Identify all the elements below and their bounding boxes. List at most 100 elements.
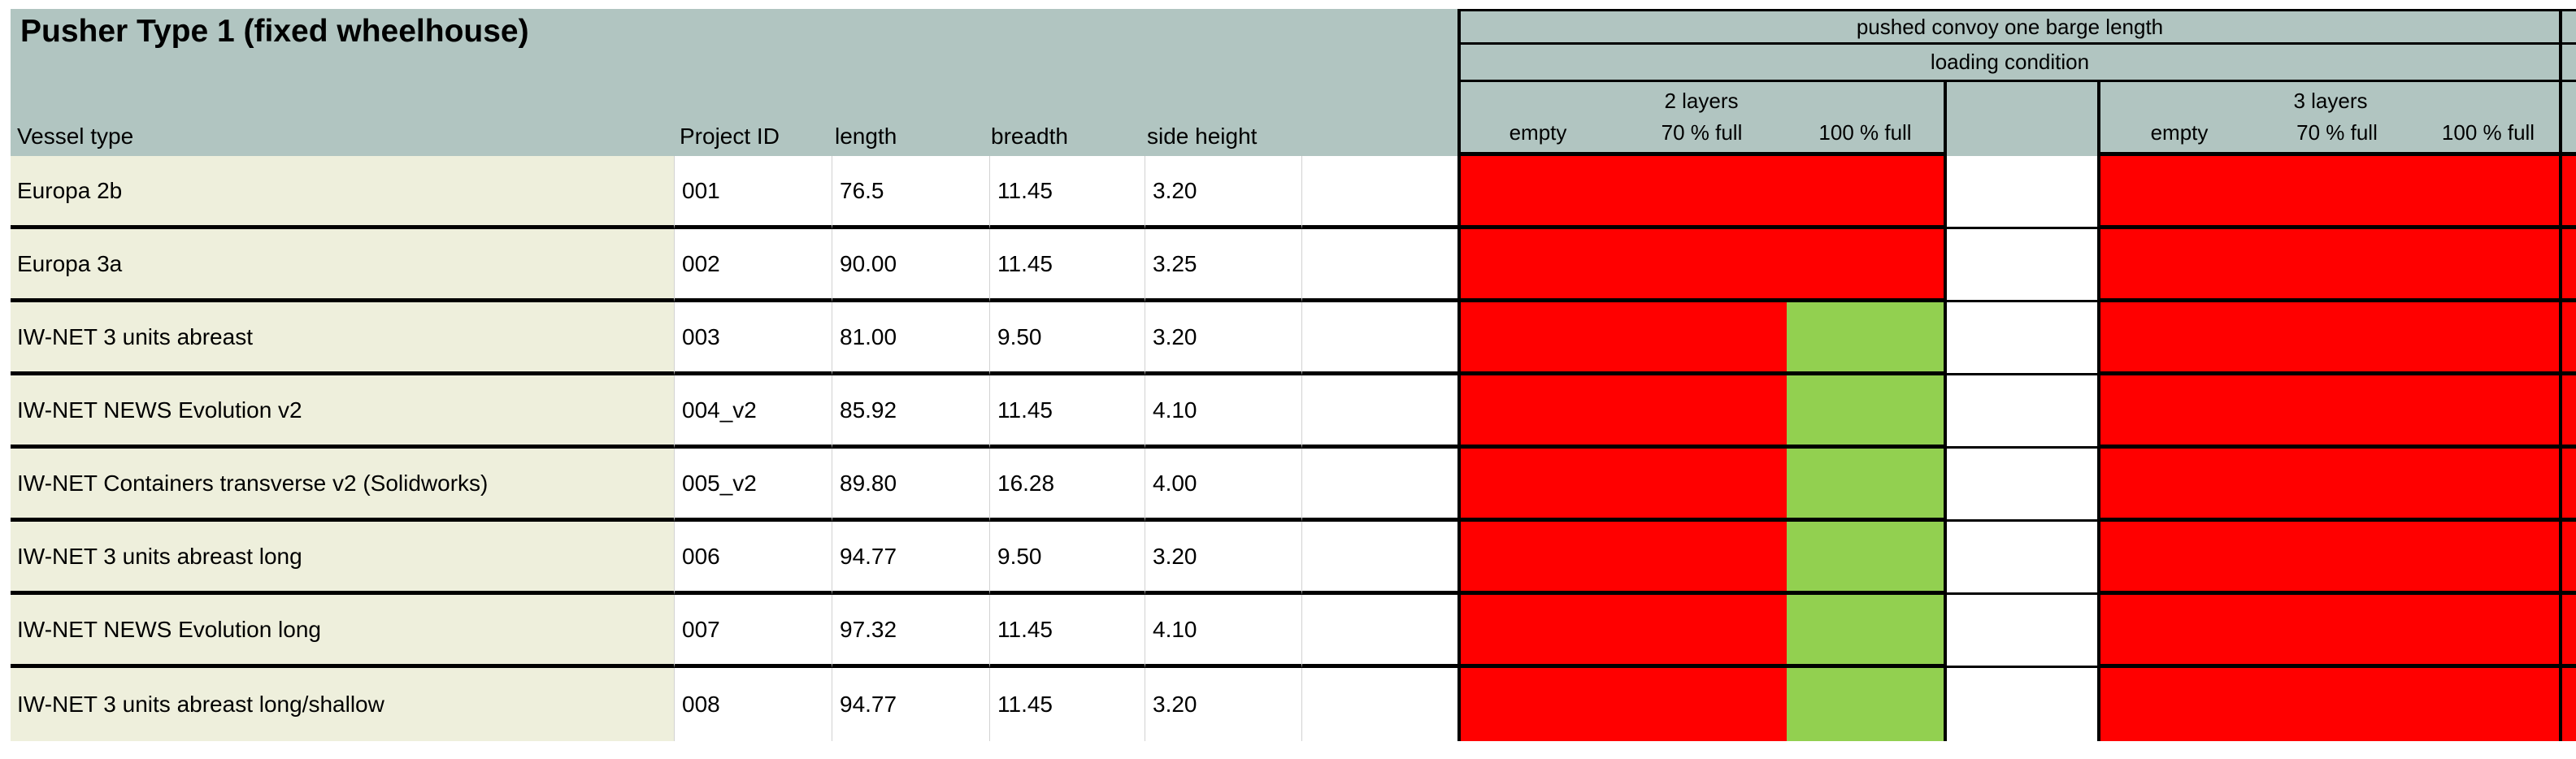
- cell-status-3layers-empty[interactable]: [2100, 375, 2258, 449]
- cell-status-2layers-70-full[interactable]: [1617, 449, 1787, 522]
- cell-side-height[interactable]: 3.25: [1145, 229, 1301, 302]
- cell-status-3layers-70-full[interactable]: [2258, 375, 2416, 449]
- cell-length[interactable]: 90.00: [832, 229, 989, 302]
- cell-project-id[interactable]: 008: [674, 668, 832, 741]
- cell-status-2layers-empty[interactable]: [1459, 522, 1617, 595]
- cell-vessel-name[interactable]: IW-NET NEWS Evolution v2: [11, 375, 674, 449]
- cell-spacer[interactable]: [1944, 302, 2100, 375]
- cell-status-3layers-70-full[interactable]: [2258, 229, 2416, 302]
- cell-side-height[interactable]: 4.00: [1145, 449, 1301, 522]
- cell-status-2layers-100-full[interactable]: [1787, 375, 1944, 449]
- cell-vessel-name[interactable]: Europa 2b: [11, 156, 674, 229]
- cell-status-3layers-70-full[interactable]: [2258, 302, 2416, 375]
- cell-side-height[interactable]: 3.20: [1145, 302, 1301, 375]
- cell-status-3layers-100-full[interactable]: [2416, 595, 2561, 668]
- cell-spacer[interactable]: [1301, 375, 1459, 449]
- cell-status-3layers-70-full[interactable]: [2258, 449, 2416, 522]
- cell-status-3layers-100-full[interactable]: [2416, 302, 2561, 375]
- cell-spacer[interactable]: [1301, 229, 1459, 302]
- header-group-2-layers[interactable]: 2 layers empty 70 % full 100 % full: [1459, 82, 1944, 156]
- cell-spacer[interactable]: [1301, 668, 1459, 741]
- cell-status-3layers-100-full[interactable]: [2416, 375, 2561, 449]
- cell-spacer[interactable]: [1944, 156, 2100, 229]
- cell-spacer[interactable]: [1944, 375, 2100, 449]
- cell-project-id[interactable]: 005_v2: [674, 449, 832, 522]
- cell-status-3layers-empty[interactable]: [2100, 449, 2258, 522]
- cell-project-id[interactable]: 006: [674, 522, 832, 595]
- cell-length[interactable]: 94.77: [832, 522, 989, 595]
- cell-side-height[interactable]: 3.20: [1145, 522, 1301, 595]
- cell-breadth[interactable]: 9.50: [989, 302, 1145, 375]
- cell-status-2layers-70-full[interactable]: [1617, 595, 1787, 668]
- cell-status-2layers-100-full[interactable]: [1787, 522, 1944, 595]
- cell-side-height[interactable]: 3.20: [1145, 156, 1301, 229]
- cell-status-3layers-70-full[interactable]: [2258, 668, 2416, 741]
- cell-project-id[interactable]: 003: [674, 302, 832, 375]
- cell-vessel-name[interactable]: IW-NET 3 units abreast: [11, 302, 674, 375]
- cell-status-2layers-100-full[interactable]: [1787, 595, 1944, 668]
- cell-status-2layers-70-full[interactable]: [1617, 156, 1787, 229]
- cell-spacer[interactable]: [1944, 595, 2100, 668]
- cell-status-3layers-empty[interactable]: [2100, 595, 2258, 668]
- header-loading-condition[interactable]: loading condition: [1459, 45, 2576, 82]
- cell-status-2layers-70-full[interactable]: [1617, 229, 1787, 302]
- cell-status-2layers-70-full[interactable]: [1617, 668, 1787, 741]
- cell-side-height[interactable]: 4.10: [1145, 595, 1301, 668]
- cell-side-height[interactable]: 3.20: [1145, 668, 1301, 741]
- cell-status-3layers-100-full[interactable]: [2416, 156, 2561, 229]
- cell-spacer[interactable]: [1301, 302, 1459, 375]
- cell-status-2layers-empty[interactable]: [1459, 156, 1617, 229]
- cell-breadth[interactable]: 11.45: [989, 229, 1145, 302]
- header-spacer-cell[interactable]: [1944, 82, 2100, 156]
- cell-breadth[interactable]: 11.45: [989, 156, 1145, 229]
- cell-status-2layers-empty[interactable]: [1459, 668, 1617, 741]
- cell-side-height[interactable]: 4.10: [1145, 375, 1301, 449]
- cell-status-3layers-70-full[interactable]: [2258, 595, 2416, 668]
- cell-spacer[interactable]: [1301, 156, 1459, 229]
- cell-status-2layers-empty[interactable]: [1459, 302, 1617, 375]
- cell-project-id[interactable]: 002: [674, 229, 832, 302]
- cell-length[interactable]: 76.5: [832, 156, 989, 229]
- cell-spacer[interactable]: [1301, 595, 1459, 668]
- cell-status-2layers-70-full[interactable]: [1617, 375, 1787, 449]
- cell-project-id[interactable]: 001: [674, 156, 832, 229]
- cell-length[interactable]: 94.77: [832, 668, 989, 741]
- cell-breadth[interactable]: 11.45: [989, 375, 1145, 449]
- cell-breadth[interactable]: 11.45: [989, 595, 1145, 668]
- cell-vessel-name[interactable]: IW-NET NEWS Evolution long: [11, 595, 674, 668]
- cell-breadth[interactable]: 16.28: [989, 449, 1145, 522]
- cell-status-2layers-empty[interactable]: [1459, 449, 1617, 522]
- cell-spacer[interactable]: [1301, 522, 1459, 595]
- cell-status-2layers-100-full[interactable]: [1787, 302, 1944, 375]
- cell-status-2layers-empty[interactable]: [1459, 375, 1617, 449]
- header-group-3-layers[interactable]: 3 layers empty 70 % full 100 % full: [2100, 82, 2561, 156]
- cell-project-id[interactable]: 007: [674, 595, 832, 668]
- cell-status-3layers-100-full[interactable]: [2416, 522, 2561, 595]
- cell-length[interactable]: 97.32: [832, 595, 989, 668]
- cell-status-2layers-70-full[interactable]: [1617, 522, 1787, 595]
- cell-status-3layers-empty[interactable]: [2100, 668, 2258, 741]
- cell-length[interactable]: 89.80: [832, 449, 989, 522]
- cell-status-2layers-100-full[interactable]: [1787, 229, 1944, 302]
- cell-spacer[interactable]: [1944, 449, 2100, 522]
- cell-length[interactable]: 81.00: [832, 302, 989, 375]
- cell-status-3layers-empty[interactable]: [2100, 229, 2258, 302]
- cell-vessel-name[interactable]: IW-NET 3 units abreast long: [11, 522, 674, 595]
- cell-status-2layers-70-full[interactable]: [1617, 302, 1787, 375]
- cell-project-id[interactable]: 004_v2: [674, 375, 832, 449]
- cell-spacer[interactable]: [1944, 229, 2100, 302]
- cell-length[interactable]: 85.92: [832, 375, 989, 449]
- cell-status-3layers-empty[interactable]: [2100, 302, 2258, 375]
- cell-spacer[interactable]: [1944, 668, 2100, 741]
- cell-status-3layers-100-full[interactable]: [2416, 449, 2561, 522]
- cell-status-3layers-70-full[interactable]: [2258, 522, 2416, 595]
- cell-status-3layers-100-full[interactable]: [2416, 229, 2561, 302]
- cell-breadth[interactable]: 9.50: [989, 522, 1145, 595]
- cell-status-3layers-empty[interactable]: [2100, 522, 2258, 595]
- cell-status-3layers-70-full[interactable]: [2258, 156, 2416, 229]
- cell-spacer[interactable]: [1301, 449, 1459, 522]
- cell-vessel-name[interactable]: IW-NET Containers transverse v2 (Solidwo…: [11, 449, 674, 522]
- cell-status-2layers-100-full[interactable]: [1787, 668, 1944, 741]
- cell-vessel-name[interactable]: IW-NET 3 units abreast long/shallow: [11, 668, 674, 741]
- cell-spacer[interactable]: [1944, 522, 2100, 595]
